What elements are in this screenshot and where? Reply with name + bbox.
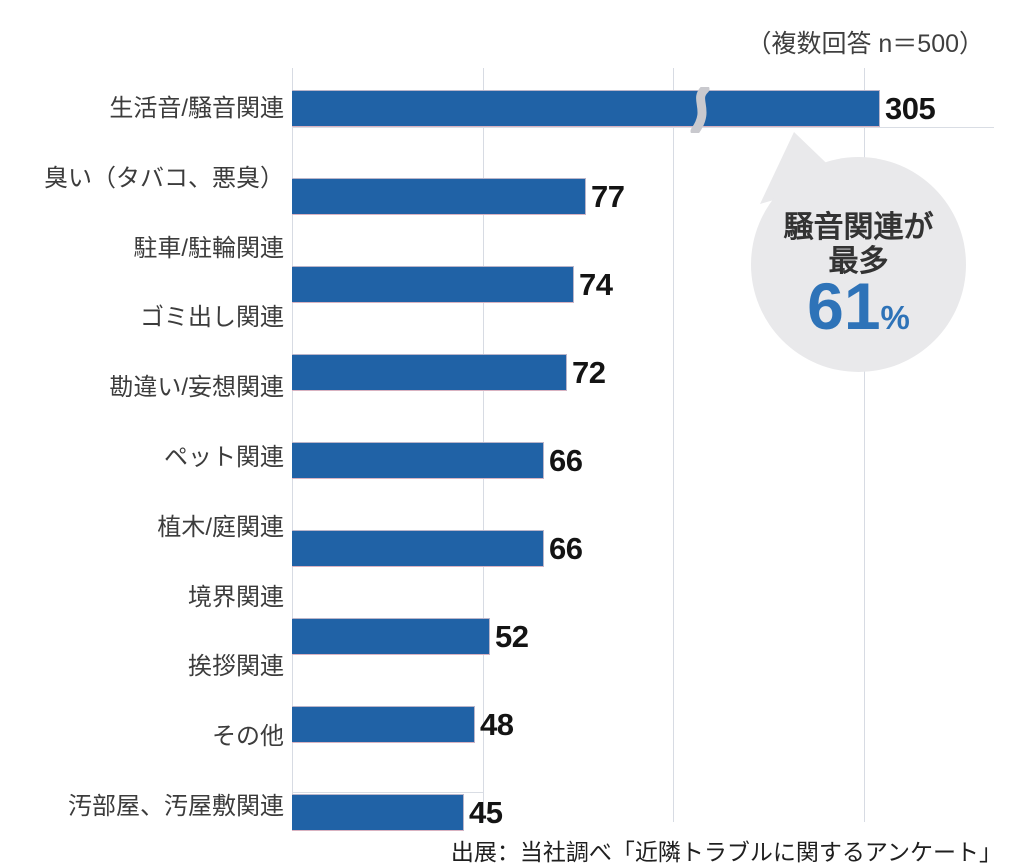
gridline	[864, 68, 865, 822]
bar-value-label: 66	[549, 443, 583, 478]
source-caption: 出展：当社調べ「近隣トラブルに関するアンケート」	[450, 839, 1002, 865]
annotation-bubble	[751, 157, 966, 372]
bar	[292, 354, 567, 391]
bubble-text-line2: 最多	[828, 245, 889, 278]
bar-value-label: 48	[480, 707, 514, 742]
bar-value-label: 77	[591, 179, 625, 214]
bar-value-label: 305	[885, 91, 936, 126]
row-separator-top	[292, 127, 994, 128]
gridline	[673, 68, 674, 822]
bubble-text-line1: 騒音関連が	[783, 211, 934, 244]
bar	[292, 706, 475, 743]
bar-value-label: 52	[495, 619, 529, 654]
category-label: ペット関連	[164, 444, 284, 471]
bar	[292, 90, 880, 127]
bubble-percent: 61%	[751, 270, 966, 342]
bar	[292, 530, 544, 567]
category-label: 植木/庭関連	[157, 514, 284, 541]
bar	[292, 178, 586, 215]
bar	[292, 442, 544, 479]
bubble-percent-unit: %	[880, 299, 910, 336]
bar-value-label: 74	[579, 267, 613, 302]
category-label: 駐車/駐輪関連	[133, 235, 284, 262]
bar-value-label: 45	[469, 795, 503, 830]
row-separator-bottom	[292, 792, 483, 793]
bar-value-label: 72	[572, 355, 606, 390]
category-label: 汚部屋、汚屋敷関連	[68, 793, 284, 820]
category-label: 境界関連	[188, 584, 284, 611]
bar	[292, 266, 574, 303]
category-label: その他	[212, 723, 284, 750]
category-label: 挨拶関連	[188, 653, 284, 680]
bar-value-label: 66	[549, 531, 583, 566]
category-label: ゴミ出し関連	[140, 304, 284, 331]
category-label: 臭い（タバコ、悪臭）	[44, 165, 284, 192]
category-label: 勘違い/妄想関連	[109, 374, 284, 401]
category-label: 生活音/騒音関連	[109, 95, 284, 122]
bar	[292, 618, 490, 655]
axis-break-icon	[690, 87, 710, 133]
survey-note: （複数回答 n＝500）	[746, 30, 984, 58]
bar	[292, 794, 464, 831]
bubble-percent-value: 61	[807, 269, 881, 343]
